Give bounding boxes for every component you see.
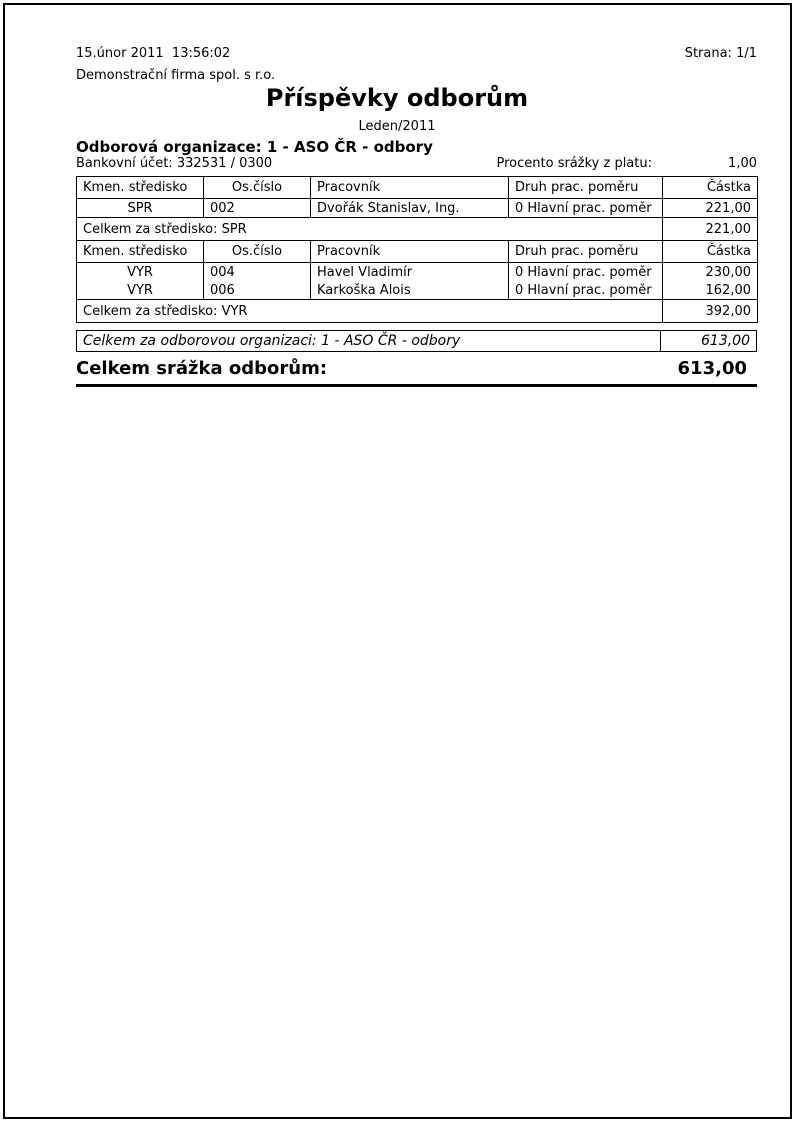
grand-total-label: Celkem srážka odborům: [76,358,328,379]
grand-total-value: 613,00 [677,358,747,379]
group-summary-label: Celkem za středisko: SPR [76,217,663,241]
col-header-druh: Druh prac. poměru [508,240,663,263]
grand-total-rule [76,384,757,387]
col-header-stredisko: Kmen. středisko [76,176,204,199]
report-body: Kmen. středisko Os.číslo Pracovník Druh … [76,176,758,352]
group-summary-value: 392,00 [662,299,758,323]
col-header-oscislo: Os.číslo [203,240,311,263]
bank-percent-line: Bankovní účet: 332531 / 0300 Procento sr… [76,156,757,171]
cell-stredisko: VYR [76,262,204,281]
org-total-label: Celkem za odborovou organizaci: 1 - ASO … [83,333,461,349]
cell-druh: 0 Hlavní prac. poměr [508,198,663,218]
union-table-spr: Kmen. středisko Os.číslo Pracovník Druh … [76,176,758,241]
col-header-stredisko: Kmen. středisko [76,240,204,263]
cell-oscislo: 004 [203,262,311,281]
cell-oscislo: 006 [203,281,311,300]
report-title: Příspěvky odborům [265,84,529,112]
union-table-vyr: Kmen. středisko Os.číslo Pracovník Druh … [76,240,758,323]
bank-account: Bankovní účet: 332531 / 0300 [76,156,273,171]
cell-pracovnik: Karkoška Alois [310,281,509,300]
report-header-line: 15.únor 2011 13:56:02 Strana: 1/1 [76,46,757,61]
group-summary-label: Celkem za středisko: VYR [76,299,663,323]
cell-stredisko: SPR [76,198,204,218]
page-number: Strana: 1/1 [684,46,757,61]
col-header-pracovnik: Pracovník [310,240,509,263]
col-header-castka: Částka [662,240,758,263]
cell-castka: 221,00 [662,198,758,218]
table-row: SPR 002 Dvořák Stanislav, Ing. 0 Hlavní … [76,198,758,218]
grand-total-row: Celkem srážka odborům: 613,00 [76,358,757,379]
cell-druh: 0 Hlavní prac. poměr [508,281,663,300]
company-name: Demonstrační firma spol. s r.o. [76,68,276,83]
cell-stredisko: VYR [76,281,204,300]
cell-castka: 162,00 [662,281,758,300]
col-header-castka: Částka [662,176,758,199]
table-row: VYR 006 Karkoška Alois 0 Hlavní prac. po… [76,281,758,300]
report-datetime: 15.únor 2011 13:56:02 [76,46,231,61]
table-row: VYR 004 Havel Vladimír 0 Hlavní prac. po… [76,262,758,281]
col-header-druh: Druh prac. poměru [508,176,663,199]
group-summary-row: Celkem za středisko: SPR 221,00 [76,217,758,241]
table-header-row: Kmen. středisko Os.číslo Pracovník Druh … [76,240,758,263]
group-summary-value: 221,00 [662,217,758,241]
cell-castka: 230,00 [662,262,758,281]
cell-druh: 0 Hlavní prac. poměr [508,262,663,281]
org-total-value: 613,00 [660,331,756,351]
percent-value: 1,00 [728,156,757,171]
table-header-row: Kmen. středisko Os.číslo Pracovník Druh … [76,176,758,199]
org-total-row: Celkem za odborovou organizaci: 1 - ASO … [76,330,757,352]
col-header-oscislo: Os.číslo [203,176,311,199]
percent-label: Procento srážky z platu: [496,156,653,171]
report-period: Leden/2011 [358,119,436,134]
cell-pracovnik: Havel Vladimír [310,262,509,281]
cell-oscislo: 002 [203,198,311,218]
organization-heading: Odborová organizace: 1 - ASO ČR - odbory [76,138,433,156]
group-summary-row: Celkem za středisko: VYR 392,00 [76,299,758,323]
cell-pracovnik: Dvořák Stanislav, Ing. [310,198,509,218]
col-header-pracovnik: Pracovník [310,176,509,199]
